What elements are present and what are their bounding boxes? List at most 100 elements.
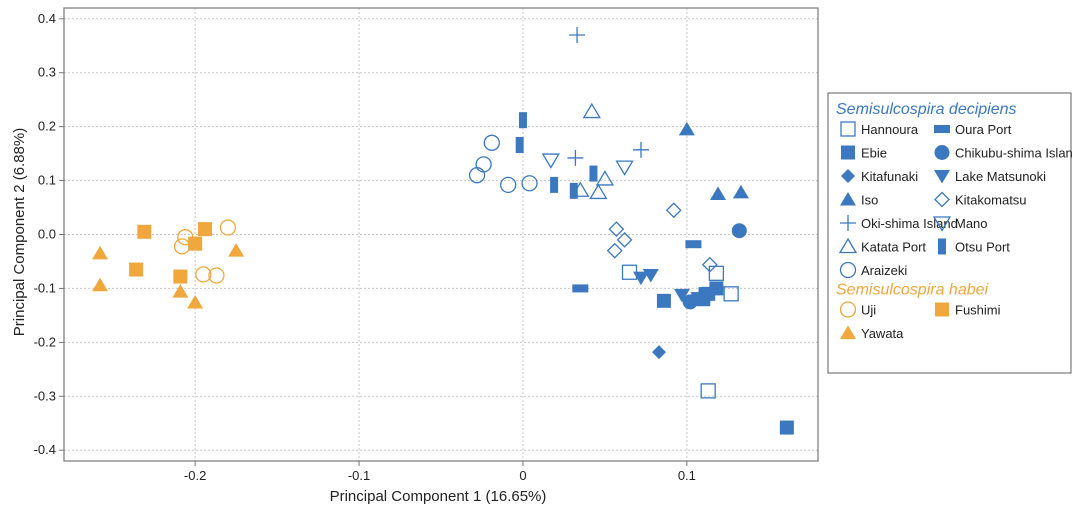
legend-label: Lake Matsunoki (955, 169, 1046, 184)
legend-label: Katata Port (861, 240, 926, 255)
legend-item: Oki-shima Island (840, 215, 958, 231)
data-point (685, 240, 702, 249)
y-tick-label: -0.3 (34, 388, 56, 403)
legend-item: Lake Matsunoki (934, 169, 1046, 184)
x-tick-label: 0 (519, 468, 526, 483)
legend-label: Oura Port (955, 122, 1012, 137)
y-tick-label: 0.2 (38, 119, 56, 134)
data-point (708, 265, 725, 281)
legend-label: Oki-shima Island (861, 216, 958, 231)
series-chikubu-shima-island (682, 223, 747, 310)
legend-marker (932, 216, 952, 232)
legend-marker (839, 301, 857, 318)
legend-item: Fushimi (935, 302, 1001, 318)
data-point (137, 224, 152, 239)
data-point (632, 271, 649, 286)
legend-marker (934, 170, 950, 184)
series-lake-matsunoki (632, 268, 707, 306)
series-kitafunaki (652, 345, 667, 360)
legend-marker (934, 145, 950, 160)
series-katata-port (571, 102, 615, 200)
legend-label: Ebie (861, 146, 887, 161)
data-point (682, 294, 698, 310)
series-otsu-port (515, 112, 598, 199)
data-point (731, 223, 747, 239)
data-point (779, 420, 794, 435)
series-iso (678, 121, 749, 201)
legend-label: Kitafunaki (861, 169, 918, 184)
legend-group-title: Semisulcospira habei (836, 282, 989, 299)
legend-label: Chikubu-shima Island (955, 146, 1073, 161)
data-point (608, 221, 625, 238)
axis-ticks: -0.2 -0.1 0 0.1 -0.4 -0.3 -0.2 -0.1 0.0 0.1 0.2 0.3… (34, 11, 696, 483)
data-point (197, 222, 212, 237)
x-tick-label: -0.2 (184, 468, 206, 483)
data-point (632, 141, 649, 158)
data-point (589, 183, 608, 200)
data-point (615, 160, 634, 176)
y-tick-label: -0.4 (34, 442, 56, 457)
series-araizeki (468, 134, 538, 194)
series-yawata (92, 243, 245, 309)
data-point (589, 165, 598, 182)
legend-item: Hannoura (840, 121, 919, 137)
legend-marker (935, 302, 949, 317)
data-point (187, 294, 204, 309)
x-axis-label: Principal Component 1 (16.65%) (330, 488, 547, 505)
data-point (172, 284, 189, 298)
data-point (732, 184, 749, 199)
y-axis-label: Principal Component 2 (6.88%) (11, 128, 28, 336)
data-point (195, 266, 212, 283)
data-point (468, 167, 486, 184)
series-hannoura (621, 264, 739, 399)
data-point (92, 277, 109, 292)
legend-marker (841, 145, 855, 160)
data-point (228, 243, 245, 257)
y-tick-label: -0.1 (34, 280, 56, 295)
data-point (208, 267, 225, 284)
series-oki-shima-island (567, 26, 649, 166)
data-point (582, 102, 601, 119)
data-point (700, 383, 716, 399)
legend-item: Ebie (841, 145, 887, 161)
series-ebie (656, 281, 794, 435)
data-point (129, 262, 144, 277)
data-point (515, 136, 524, 153)
series-oura-port (572, 240, 715, 296)
x-tick-label: 0.1 (678, 468, 696, 483)
data-point (678, 121, 695, 136)
data-point (550, 176, 559, 193)
legend-item: Mano (932, 216, 988, 232)
data-point (656, 293, 671, 308)
legend-item: Uji (839, 301, 876, 318)
series-fushimi (129, 222, 212, 284)
legend-item: Kitakomatsu (934, 191, 1027, 208)
data-point (710, 186, 727, 201)
legend-label: Yawata (861, 326, 904, 341)
legend-label: Araizeki (861, 263, 907, 278)
data-point (567, 149, 584, 166)
legend-item: Katata Port (838, 237, 926, 255)
legend-label: Mano (955, 216, 988, 231)
legend-marker (838, 237, 858, 254)
data-point (483, 134, 500, 151)
data-point (690, 292, 707, 306)
data-point (595, 170, 615, 186)
legend-item: Chikubu-shima Island (934, 145, 1073, 161)
legend-item: Araizeki (839, 261, 907, 279)
series-mano (541, 153, 634, 176)
data-point (569, 182, 578, 199)
legend-marker (938, 238, 946, 255)
legend-group-title: Semisulcospira decipiens (836, 101, 1017, 118)
legend-marker (840, 215, 856, 231)
data-point (569, 26, 586, 43)
legend-label: Hannoura (861, 122, 919, 137)
legend-label: Kitakomatsu (955, 193, 1027, 208)
legend-marker (840, 121, 856, 137)
legend-marker (934, 191, 950, 208)
y-tick-label: 0.4 (38, 11, 56, 26)
data-points (92, 26, 794, 435)
y-tick-label: -0.2 (34, 334, 56, 349)
data-point (652, 345, 667, 360)
